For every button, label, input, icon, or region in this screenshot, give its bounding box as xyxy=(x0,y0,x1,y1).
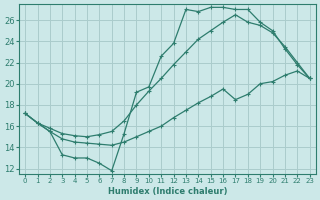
X-axis label: Humidex (Indice chaleur): Humidex (Indice chaleur) xyxy=(108,187,227,196)
